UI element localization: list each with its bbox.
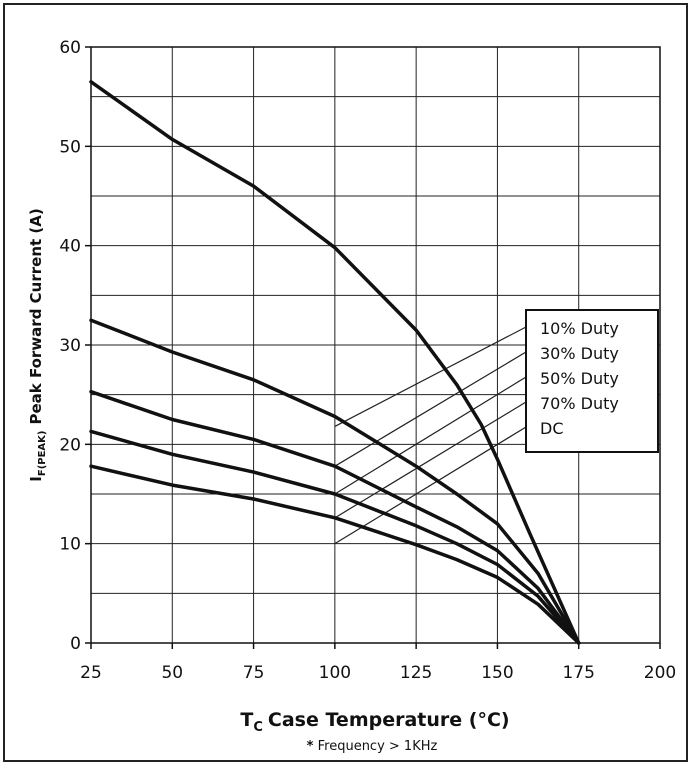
legend-entry: 50% Duty: [540, 369, 619, 388]
series-line: [89, 429, 581, 645]
note-star: *: [307, 739, 314, 754]
y-axis-title-main: I: [27, 476, 45, 482]
x-tick-labels: 25 50 75 100 125 150 175 200: [80, 643, 676, 683]
leader-line: [334, 351, 527, 467]
y-axis-title-sub: F(PEAK): [37, 431, 48, 477]
y-axis-title-rest: Peak Forward Current (A): [27, 208, 45, 424]
frequency-note: * Frequency > 1KHz: [307, 739, 438, 754]
legend-entry: 10% Duty: [540, 319, 619, 338]
x-tick-label: 75: [243, 663, 265, 683]
x-tick-label: 50: [161, 663, 183, 683]
x-tick-label: 200: [644, 663, 676, 683]
x-tick-label: 125: [400, 663, 432, 683]
x-axis-title: TC Case Temperature (°C): [240, 709, 509, 735]
series-lines: [89, 80, 581, 645]
note-text: Frequency > 1KHz: [318, 739, 438, 754]
y-tick-label: 60: [59, 38, 81, 58]
y-axis-title: IF(PEAK) Peak Forward Current (A): [27, 208, 48, 481]
legend-leader-lines: [334, 326, 527, 545]
leader-line: [334, 326, 527, 427]
series-line: [89, 318, 581, 645]
x-tick-label: 25: [80, 663, 102, 683]
x-tick-label: 175: [562, 663, 594, 683]
legend-entry: 70% Duty: [540, 394, 619, 413]
y-tick-label: 20: [59, 435, 81, 455]
chart-frame: [3, 3, 688, 762]
x-tick-label: 100: [319, 663, 351, 683]
leader-line: [334, 401, 527, 519]
y-tick-label: 30: [59, 336, 81, 356]
y-tick-labels: 0 10 20 30 40 50 60: [59, 38, 91, 654]
series-line: [89, 464, 581, 645]
legend-box: [525, 309, 659, 453]
x-tick-label: 150: [481, 663, 513, 683]
legend-entry: 30% Duty: [540, 344, 619, 363]
x-axis-title-rest: Case Temperature (°C): [268, 709, 510, 731]
series-line: [89, 389, 581, 645]
x-axis-title-sub: C: [253, 720, 263, 735]
y-tick-label: 10: [59, 535, 81, 555]
x-axis-title-main: T: [240, 709, 253, 731]
y-tick-label: 40: [59, 237, 81, 257]
legend-entry: DC: [540, 419, 564, 438]
y-tick-label: 50: [59, 137, 81, 157]
leader-line: [334, 376, 527, 495]
legend: 10% Duty 30% Duty 50% Duty 70% Duty DC: [525, 309, 659, 453]
leader-line: [334, 426, 527, 545]
series-line: [89, 80, 581, 645]
y-tick-label: 0: [70, 634, 81, 654]
